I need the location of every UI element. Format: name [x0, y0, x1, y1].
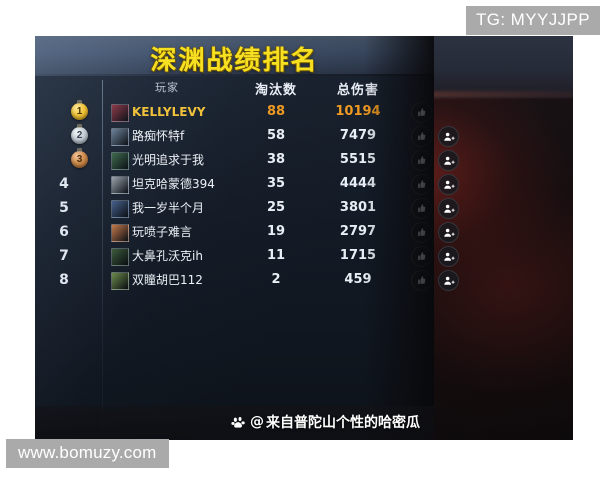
table-row[interactable]: 2 路痴怀特f 58 7479	[35, 124, 459, 148]
thumbs-up-icon[interactable]	[411, 174, 432, 195]
thumbs-up-icon[interactable]	[411, 222, 432, 243]
row-actions	[411, 246, 481, 267]
thumbs-up-icon[interactable]	[411, 270, 432, 291]
baidu-paw-icon	[231, 415, 246, 430]
table-row[interactable]: 4 坦克哈蒙德394 35 4444	[35, 172, 459, 196]
avatar	[111, 176, 129, 194]
table-row[interactable]: 3 光明追求于我 38 5515	[35, 148, 459, 172]
player-name: 光明追求于我	[132, 153, 205, 167]
telegram-watermark: TG: MYYJJPP	[466, 6, 600, 35]
damage-total: 459	[344, 272, 372, 287]
thumbs-up-icon[interactable]	[411, 246, 432, 267]
add-friend-icon[interactable]	[438, 198, 459, 219]
thumbs-up-icon[interactable]	[411, 150, 432, 171]
row-actions	[411, 174, 481, 195]
kill-count: 2	[271, 272, 281, 287]
table-row[interactable]: 8 双瞳胡巴112 2 459	[35, 268, 459, 292]
avatar	[111, 272, 129, 290]
add-friend-icon[interactable]	[438, 126, 459, 147]
credit-text: 来自普陀山个性的哈密瓜	[266, 415, 420, 431]
kill-count: 19	[266, 224, 286, 239]
add-friend-icon[interactable]	[438, 246, 459, 267]
column-header-player: 玩家	[155, 82, 179, 94]
page-title: 深渊战绩排名	[150, 46, 319, 76]
add-friend-icon[interactable]	[438, 174, 459, 195]
player-name: 双瞳胡巴112	[132, 273, 203, 287]
leaderboard-panel: 深渊战绩排名 玩家 淘汰数 总伤害 1 KELLYLEVY 88 10194 2 路痴怀特…	[35, 36, 459, 440]
rank-number: 5	[59, 200, 69, 216]
thumbs-up-icon[interactable]	[411, 102, 432, 123]
damage-total: 5515	[339, 152, 377, 167]
thumbs-up-icon[interactable]	[411, 198, 432, 219]
rank-medal-bronze: 3	[71, 148, 88, 168]
rank-column-divider	[102, 80, 103, 438]
kill-count: 88	[266, 104, 286, 119]
uploader-credit: @ 来自普陀山个性的哈密瓜	[231, 412, 420, 432]
column-header-row: 玩家 淘汰数 总伤害	[35, 79, 434, 99]
table-row[interactable]: 7 大鼻孔沃克ih 11 1715	[35, 244, 459, 268]
damage-total: 10194	[335, 104, 381, 119]
table-row[interactable]: 1 KELLYLEVY 88 10194	[35, 100, 434, 124]
credit-strip: @ 来自普陀山个性的哈密瓜	[35, 406, 434, 440]
player-name: KELLYLEVY	[132, 105, 206, 119]
player-name: 我一岁半个月	[132, 201, 205, 215]
rank-medal-gold: 1	[71, 100, 88, 120]
damage-total: 1715	[339, 248, 377, 263]
row-actions	[411, 198, 481, 219]
thumbs-up-icon[interactable]	[411, 126, 432, 147]
damage-total: 4444	[339, 176, 377, 191]
add-friend-icon[interactable]	[438, 150, 459, 171]
rank-number: 7	[59, 248, 69, 264]
add-friend-icon[interactable]	[438, 222, 459, 243]
player-name: 大鼻孔沃克ih	[132, 249, 203, 263]
rank-medal-silver: 2	[71, 124, 88, 144]
row-actions	[411, 270, 481, 291]
row-actions	[411, 222, 481, 243]
table-row[interactable]: 5 我一岁半个月 25 3801	[35, 196, 459, 220]
kill-count: 35	[266, 176, 286, 191]
row-actions	[411, 150, 481, 171]
kill-count: 25	[266, 200, 286, 215]
avatar	[111, 128, 129, 146]
avatar	[111, 248, 129, 266]
site-watermark: www.bomuzy.com	[6, 439, 169, 468]
rank-number: 4	[59, 176, 69, 192]
damage-total: 2797	[339, 224, 377, 239]
add-friend-icon[interactable]	[438, 270, 459, 291]
kill-count: 58	[266, 128, 286, 143]
kill-count: 11	[266, 248, 286, 263]
player-name: 路痴怀特f	[132, 129, 185, 143]
player-name: 玩喷子难言	[132, 225, 193, 239]
rank-number: 6	[59, 224, 69, 240]
panel-title-bar: 深渊战绩排名	[35, 36, 434, 76]
avatar	[111, 200, 129, 218]
row-actions	[411, 126, 481, 147]
column-header-kills: 淘汰数	[254, 83, 297, 98]
damage-total: 7479	[339, 128, 377, 143]
game-screenshot: 深渊战绩排名 玩家 淘汰数 总伤害 1 KELLYLEVY 88 10194 2 路痴怀特…	[35, 36, 573, 440]
avatar	[111, 104, 129, 122]
credit-at-sign: @	[250, 414, 264, 430]
kill-count: 38	[266, 152, 286, 167]
table-row[interactable]: 6 玩喷子难言 19 2797	[35, 220, 459, 244]
avatar	[111, 224, 129, 242]
leaderboard-rows: 1 KELLYLEVY 88 10194 2 路痴怀特f 58 7479 3 光明追求于我 38 55…	[35, 100, 459, 292]
rank-number: 8	[59, 272, 69, 288]
row-actions	[411, 102, 481, 123]
damage-total: 3801	[339, 200, 377, 215]
player-name: 坦克哈蒙德394	[132, 177, 215, 191]
avatar	[111, 152, 129, 170]
